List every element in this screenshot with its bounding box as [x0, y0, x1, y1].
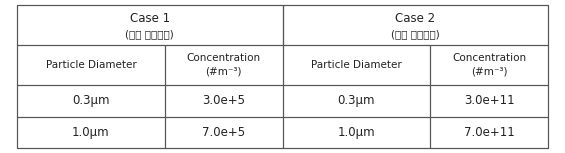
Bar	[282, 5, 548, 45]
Text: (#m⁻³): (#m⁻³)	[206, 67, 242, 77]
Text: 7.0e+5: 7.0e+5	[202, 126, 245, 139]
Text: (높은 초기농도): (높은 초기농도)	[391, 29, 440, 39]
Text: 1.0μm: 1.0μm	[338, 126, 375, 139]
Bar	[431, 45, 548, 85]
Bar	[165, 45, 282, 85]
Text: 0.3μm: 0.3μm	[72, 94, 110, 107]
Text: Case 2: Case 2	[395, 12, 436, 25]
Bar	[17, 85, 165, 117]
Text: Particle Diameter: Particle Diameter	[46, 60, 136, 70]
Bar	[431, 85, 548, 117]
Text: (낮은 초기농도): (낮은 초기농도)	[125, 29, 174, 39]
Text: 3.0e+11: 3.0e+11	[464, 94, 515, 107]
Text: 0.3μm: 0.3μm	[338, 94, 375, 107]
Bar	[165, 85, 282, 117]
Text: (#m⁻³): (#m⁻³)	[471, 67, 507, 77]
Bar	[282, 45, 431, 85]
Bar	[431, 117, 548, 148]
Text: 1.0μm: 1.0μm	[72, 126, 110, 139]
Bar	[17, 117, 165, 148]
Text: Particle Diameter: Particle Diameter	[311, 60, 402, 70]
Bar	[282, 85, 431, 117]
Text: 3.0e+5: 3.0e+5	[202, 94, 245, 107]
Text: Case 1: Case 1	[129, 12, 170, 25]
Bar	[17, 5, 282, 45]
Bar	[165, 117, 282, 148]
Bar	[282, 117, 431, 148]
Text: Concentration: Concentration	[186, 53, 260, 63]
Text: 7.0e+11: 7.0e+11	[464, 126, 515, 139]
Text: Concentration: Concentration	[452, 53, 526, 63]
Bar	[17, 45, 165, 85]
